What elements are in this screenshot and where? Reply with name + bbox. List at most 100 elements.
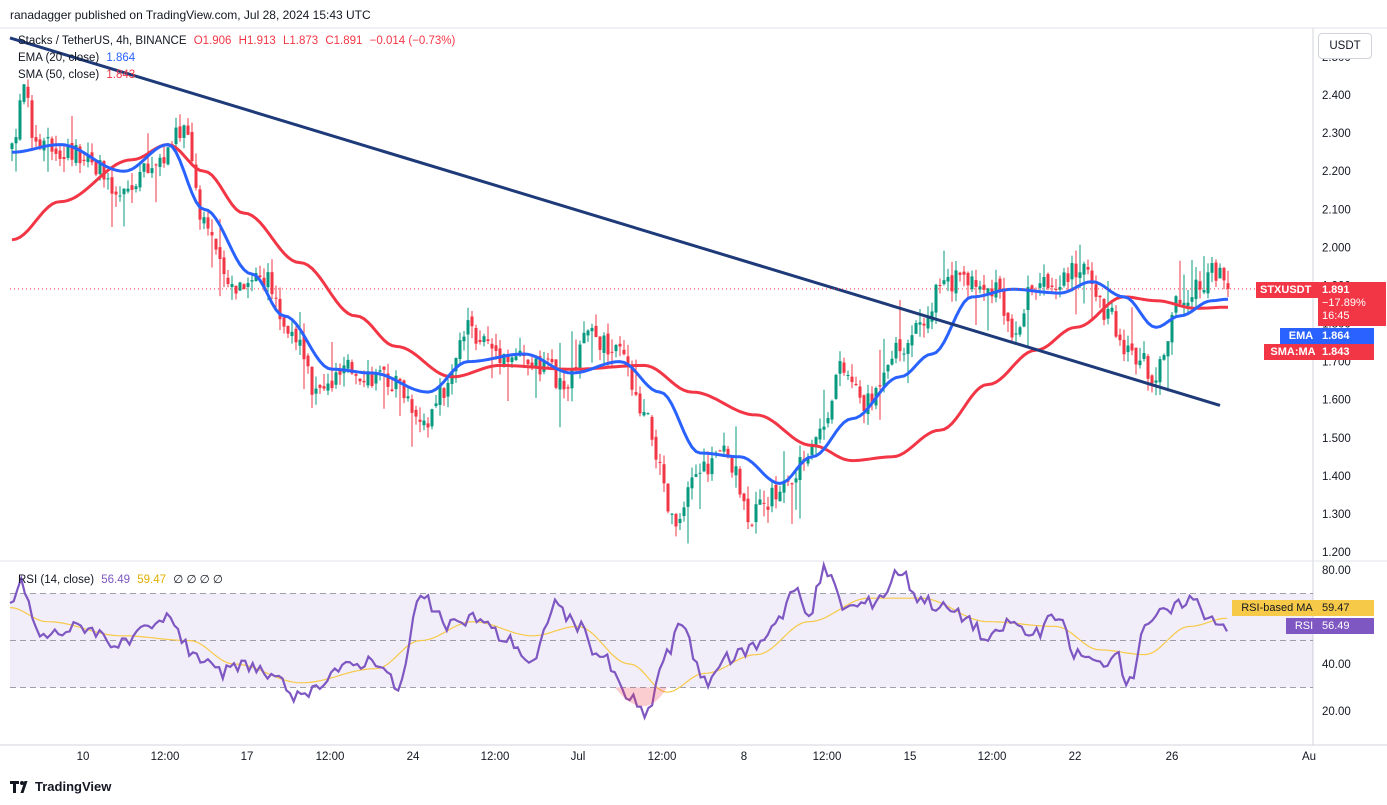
rsi-tick-label: 40.00 (1322, 659, 1351, 671)
currency-button[interactable]: USDT (1318, 33, 1372, 59)
candle-body (158, 157, 162, 167)
candle-body (690, 477, 694, 489)
candle-body (366, 371, 370, 386)
candle-body (1078, 272, 1082, 278)
rsi-axis-ticks: 20.00 40.00 80.00 (1322, 565, 1351, 718)
candle-body (390, 389, 394, 392)
candle (794, 467, 798, 510)
candle (30, 94, 34, 152)
price-tick-label: 2.300 (1322, 128, 1351, 140)
rsi-ma-line (9, 597, 1228, 693)
candle-body (850, 376, 854, 383)
candle-body (326, 383, 330, 391)
sma-50-line (11, 143, 1228, 463)
candle-body (530, 362, 534, 368)
ema-legend[interactable]: EMA (20, close) 1.864 (18, 52, 135, 64)
candle (70, 115, 74, 167)
time-axis-ticks: 10 12:00 17 12:00 24 12:00 Jul 12:00 8 12:00 15 12:… (77, 751, 1316, 763)
rsi-oversold-highlight (614, 687, 667, 707)
candle-body (18, 100, 22, 140)
candle-body (902, 353, 906, 355)
candle (1014, 321, 1018, 345)
candle-body (1066, 273, 1070, 282)
candle (274, 285, 278, 310)
candle-body (858, 386, 862, 398)
candle-body (222, 257, 226, 275)
ohlc-high: H1.913 (238, 35, 276, 47)
candle-body (194, 164, 198, 188)
candle (142, 162, 146, 178)
candle-body (114, 191, 118, 195)
candle-body (258, 275, 262, 278)
candle (582, 321, 586, 344)
ohlc-close: C1.891 (325, 35, 363, 47)
candle-body (458, 340, 462, 360)
candle-body (1142, 353, 1146, 359)
candle-body (178, 126, 182, 138)
ema-legend-value: 1.864 (106, 52, 136, 64)
candle-body (446, 382, 450, 397)
rsi-legend-value: 56.49 (101, 574, 131, 586)
candle-body (1210, 263, 1214, 273)
candle (194, 153, 198, 191)
candle-body (862, 395, 866, 411)
candle-body (354, 374, 358, 376)
candle-body (550, 359, 554, 363)
candle (930, 302, 934, 330)
candle-body (1010, 318, 1014, 338)
candle (1126, 335, 1130, 362)
candle (1006, 311, 1010, 332)
candle (670, 512, 674, 525)
candle (854, 376, 858, 386)
candle-body (846, 374, 850, 376)
candle (954, 260, 958, 302)
candle (434, 395, 438, 408)
candle-body (218, 247, 222, 259)
candle (446, 374, 450, 408)
candle-body (642, 412, 646, 416)
candle-body (58, 150, 62, 159)
candle (1198, 271, 1202, 299)
candle-body (290, 331, 294, 337)
candle-body (766, 506, 770, 510)
candle-body (702, 461, 706, 472)
candle (1062, 267, 1066, 288)
candle (1002, 277, 1006, 325)
candle-body (102, 161, 106, 180)
candle-body (954, 270, 958, 294)
candle-body (486, 339, 490, 341)
candle-body (1014, 333, 1018, 335)
tradingview-logo[interactable]: TradingView (10, 779, 111, 794)
candle-body (1046, 274, 1050, 289)
time-tick-label: 12:00 (648, 751, 677, 763)
candle-body (94, 159, 98, 175)
candle-body (742, 493, 746, 502)
sma-legend[interactable]: SMA (50, close) 1.843 (18, 69, 135, 81)
candle (418, 407, 422, 433)
candle (598, 335, 602, 361)
candle-body (834, 374, 838, 399)
candle-body (1062, 272, 1066, 286)
candle-body (46, 137, 50, 139)
candle-body (730, 457, 734, 473)
sma-axis-name: SMA:MA (1264, 344, 1322, 360)
candle (1094, 275, 1098, 302)
candle (910, 325, 914, 358)
candle (138, 161, 142, 192)
candle (698, 463, 702, 510)
candle (334, 362, 338, 389)
candle (978, 280, 982, 294)
candle-body (386, 373, 390, 387)
candle-body (694, 474, 698, 477)
candle (1130, 307, 1134, 356)
candle-body (666, 483, 670, 512)
candle (394, 370, 398, 398)
symbol-legend[interactable]: Stacks / TetherUS, 4h, BINANCE O1.906 H1… (18, 35, 455, 47)
price-tick-label: 1.500 (1322, 433, 1351, 445)
rsi-legend[interactable]: RSI (14, close) 56.49 59.47 ∅ ∅ ∅ ∅ (18, 572, 223, 586)
candle (838, 351, 842, 387)
candle (766, 496, 770, 523)
ohlc-low: L1.873 (282, 35, 319, 47)
candle (22, 83, 26, 105)
